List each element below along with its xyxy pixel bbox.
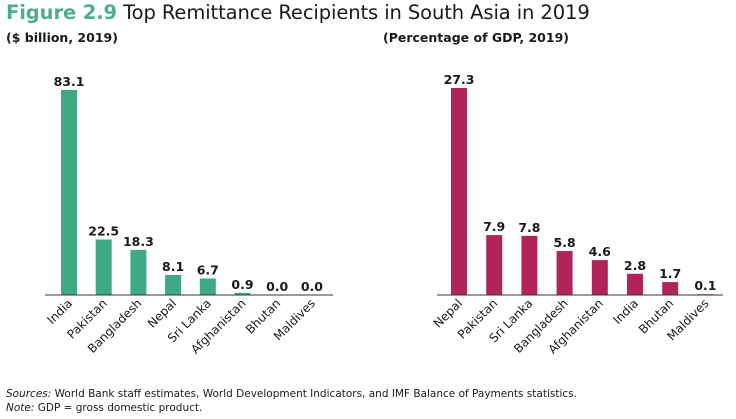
right-bar-sri-lanka [521, 235, 538, 295]
charts-canvas: 83.1India22.5Pakistan18.3Bangladesh8.1Ne… [44, 72, 723, 357]
right-value-label-nepal: 27.3 [444, 72, 475, 87]
right-bar-afghanistan [591, 260, 608, 295]
right-value-label-maldives: 0.1 [694, 278, 716, 293]
left-bar-afghanistan [234, 292, 251, 295]
right-bar-nepal [451, 88, 467, 295]
left-bar-bangladesh [130, 249, 147, 295]
left-chart-subtitle: ($ billion, 2019) [6, 30, 118, 45]
left-value-label-pakistan: 22.5 [88, 223, 119, 238]
left-value-label-bhutan: 0.0 [266, 279, 288, 294]
figure-title: Figure 2.9 Top Remittance Recipients in … [6, 1, 590, 24]
left-bar-nepal [165, 275, 182, 295]
note-text: GDP = gross domestic product. [34, 402, 203, 414]
right-value-label-afghanistan: 4.6 [589, 244, 611, 259]
left-tick-label-india: India [44, 296, 75, 327]
right-bar-pakistan [486, 235, 503, 295]
right-value-label-sri-lanka: 7.8 [518, 220, 540, 235]
right-bar-bangladesh [556, 251, 573, 295]
right-bar-bhutan [662, 282, 679, 295]
right-value-label-bhutan: 1.7 [659, 266, 681, 281]
left-value-label-bangladesh: 18.3 [123, 234, 154, 249]
left-bar-sri-lanka [199, 278, 216, 295]
figure-title-text: Top Remittance Recipients in South Asia … [123, 1, 590, 24]
left-value-label-afghanistan: 0.9 [231, 277, 253, 292]
gdp-note: Note: GDP = gross domestic product. [6, 402, 202, 414]
sources-note: Sources: World Bank staff estimates, Wor… [6, 388, 577, 400]
left-value-label-maldives: 0.0 [301, 279, 323, 294]
note-label: Note: [6, 402, 35, 414]
sources-label: Sources: [6, 388, 52, 400]
right-tick-label-india: India [610, 296, 641, 327]
right-bar-india [627, 273, 643, 295]
left-bar-pakistan [95, 239, 112, 295]
right-chart-subtitle: (Percentage of GDP, 2019) [383, 30, 569, 45]
left-value-label-sri-lanka: 6.7 [197, 262, 219, 277]
sources-text: World Bank staff estimates, World Develo… [51, 388, 577, 400]
left-chart-remittance-usd: 83.1India22.5Pakistan18.3Bangladesh8.1Ne… [44, 74, 333, 357]
left-value-label-nepal: 8.1 [162, 259, 184, 274]
left-value-label-india: 83.1 [54, 74, 85, 89]
right-value-label-bangladesh: 5.8 [554, 235, 576, 250]
right-value-label-india: 2.8 [624, 258, 646, 273]
right-value-label-pakistan: 7.9 [483, 219, 505, 234]
figure-number: Figure 2.9 [6, 1, 118, 24]
left-bar-india [61, 90, 77, 295]
